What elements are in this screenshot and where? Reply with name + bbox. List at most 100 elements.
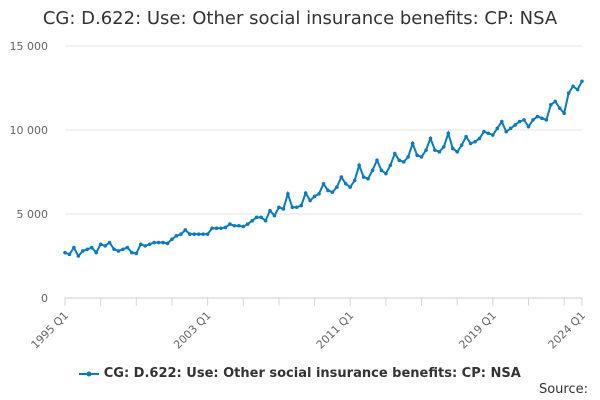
data-point bbox=[375, 158, 379, 163]
data-point bbox=[170, 237, 174, 241]
y-tick-label: 10 000 bbox=[10, 124, 49, 137]
data-point bbox=[384, 171, 388, 176]
data-point bbox=[482, 129, 486, 134]
data-point bbox=[268, 208, 272, 213]
data-point bbox=[335, 185, 339, 189]
data-point bbox=[468, 141, 473, 146]
data-point bbox=[339, 175, 344, 179]
data-point bbox=[281, 207, 286, 211]
data-point bbox=[370, 168, 375, 173]
data-point bbox=[352, 178, 357, 183]
data-point bbox=[517, 119, 522, 124]
legend-marker-icon bbox=[79, 371, 100, 376]
data-point bbox=[348, 185, 353, 189]
data-point bbox=[179, 232, 183, 236]
data-point bbox=[397, 158, 402, 163]
data-point bbox=[455, 150, 460, 154]
data-point bbox=[72, 245, 76, 250]
data-point bbox=[187, 232, 192, 236]
data-point bbox=[504, 129, 509, 134]
data-point bbox=[245, 222, 250, 226]
data-point bbox=[156, 240, 161, 245]
data-point bbox=[94, 250, 98, 255]
chart-title: CG: D.622: Use: Other social insurance b… bbox=[42, 8, 558, 29]
data-point bbox=[326, 188, 330, 193]
data-point bbox=[491, 133, 495, 137]
source-label: Source: bbox=[538, 382, 588, 397]
data-point bbox=[580, 79, 584, 84]
data-point bbox=[299, 203, 304, 208]
legend[interactable]: CG: D.622: Use: Other social insurance b… bbox=[0, 366, 600, 381]
data-point bbox=[134, 251, 139, 256]
x-tick-label: 2003 Q1 bbox=[171, 309, 214, 352]
data-point bbox=[125, 245, 130, 250]
data-point bbox=[553, 99, 558, 104]
data-point bbox=[557, 106, 562, 110]
data-point bbox=[165, 241, 170, 246]
data-point bbox=[535, 114, 540, 119]
data-point bbox=[442, 145, 446, 149]
data-point bbox=[522, 118, 526, 122]
data-point bbox=[210, 226, 214, 231]
data-point bbox=[138, 242, 143, 247]
legend-label: CG: D.622: Use: Other social insurance b… bbox=[103, 366, 521, 381]
x-tick-label: 1995 Q1 bbox=[29, 309, 72, 352]
data-point bbox=[121, 247, 125, 252]
data-point bbox=[192, 232, 197, 236]
data-point bbox=[473, 139, 477, 144]
data-point bbox=[424, 148, 428, 152]
x-tick-label: 2024 Q1 bbox=[546, 309, 589, 352]
y-tick-label: 15 000 bbox=[10, 40, 49, 53]
data-point bbox=[143, 244, 148, 248]
x-tick-label: 2019 Q1 bbox=[456, 309, 499, 352]
data-point bbox=[98, 242, 103, 247]
data-point bbox=[254, 215, 259, 220]
data-point bbox=[263, 218, 268, 223]
data-point bbox=[312, 194, 317, 199]
data-point bbox=[459, 143, 464, 147]
data-point bbox=[575, 87, 580, 92]
data-point bbox=[508, 126, 513, 131]
data-point bbox=[446, 131, 451, 136]
data-point bbox=[450, 146, 455, 151]
data-point bbox=[205, 232, 210, 236]
data-point bbox=[63, 250, 67, 255]
data-point bbox=[174, 234, 179, 238]
data-point bbox=[330, 190, 335, 194]
data-point bbox=[499, 119, 504, 124]
data-point bbox=[343, 181, 348, 186]
data-point bbox=[147, 242, 152, 247]
data-point bbox=[81, 249, 85, 253]
data-point bbox=[317, 192, 321, 196]
data-point bbox=[437, 150, 442, 154]
data-point bbox=[223, 225, 228, 230]
data-point bbox=[290, 205, 295, 210]
data-point bbox=[107, 240, 112, 245]
data-point bbox=[89, 245, 94, 250]
data-point bbox=[152, 240, 156, 245]
data-point bbox=[161, 240, 165, 245]
data-point bbox=[103, 244, 107, 248]
data-point bbox=[286, 192, 290, 196]
data-point bbox=[214, 226, 219, 231]
y-tick-label: 5 000 bbox=[17, 208, 49, 221]
data-point bbox=[571, 84, 575, 89]
data-point bbox=[366, 176, 370, 181]
data-point bbox=[183, 228, 188, 232]
data-point bbox=[566, 91, 571, 95]
data-point bbox=[130, 250, 134, 255]
data-point bbox=[277, 205, 281, 210]
data-point bbox=[544, 118, 549, 122]
data-point bbox=[433, 148, 437, 152]
data-point bbox=[526, 124, 531, 129]
data-point bbox=[495, 126, 500, 131]
data-point bbox=[388, 163, 393, 168]
data-point bbox=[272, 213, 277, 218]
data-point bbox=[419, 155, 424, 159]
data-point bbox=[549, 103, 553, 107]
data-point bbox=[486, 131, 491, 136]
data-point bbox=[393, 151, 397, 156]
data-point bbox=[67, 252, 72, 257]
data-point bbox=[250, 218, 254, 223]
